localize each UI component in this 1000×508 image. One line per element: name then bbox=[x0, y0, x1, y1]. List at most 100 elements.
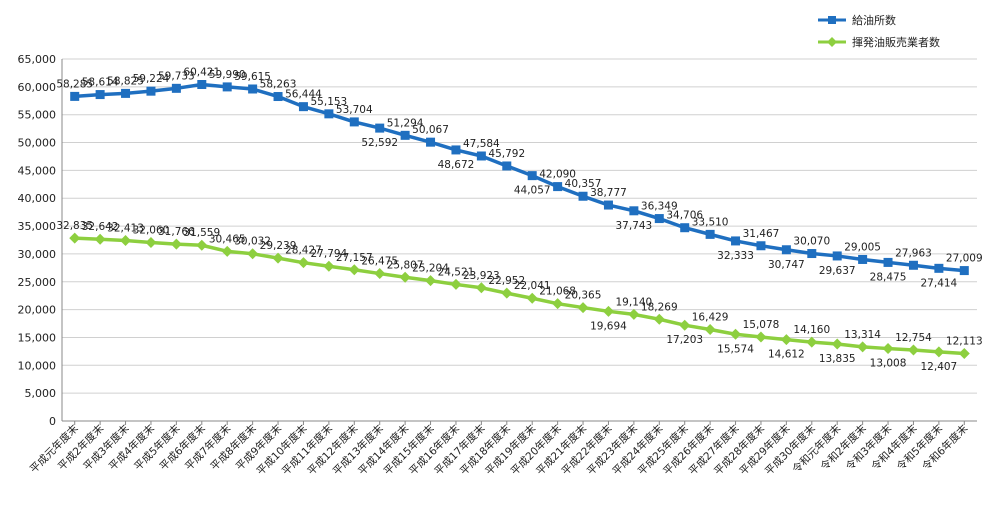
data-point bbox=[907, 344, 919, 356]
y-tick-label: 50,000 bbox=[18, 137, 57, 150]
data-label: 42,090 bbox=[539, 169, 576, 181]
data-label: 15,078 bbox=[743, 319, 780, 331]
data-point bbox=[628, 308, 640, 320]
data-label: 31,559 bbox=[183, 227, 220, 239]
data-point bbox=[653, 313, 665, 325]
data-point bbox=[146, 86, 156, 96]
data-point bbox=[527, 171, 537, 181]
y-tick-label: 55,000 bbox=[18, 109, 57, 122]
data-point bbox=[425, 275, 437, 287]
data-label: 45,792 bbox=[488, 148, 525, 160]
data-label: 58,825 bbox=[107, 75, 144, 87]
data-label: 13,835 bbox=[819, 353, 856, 365]
data-point bbox=[94, 233, 106, 245]
data-label: 25,807 bbox=[387, 259, 424, 271]
data-point bbox=[755, 331, 767, 343]
data-point bbox=[705, 229, 715, 239]
data-point bbox=[958, 348, 970, 360]
data-point bbox=[908, 260, 918, 270]
data-point bbox=[476, 151, 486, 161]
data-point bbox=[704, 324, 716, 336]
data-point bbox=[298, 102, 308, 112]
data-label: 30,747 bbox=[768, 259, 805, 271]
data-point bbox=[577, 302, 589, 314]
y-tick-label: 15,000 bbox=[18, 331, 57, 344]
data-label: 55,153 bbox=[311, 96, 348, 108]
legend-label: 給油所数 bbox=[852, 13, 896, 27]
data-label: 30,465 bbox=[209, 233, 246, 245]
data-point bbox=[831, 338, 843, 350]
data-point bbox=[451, 145, 461, 155]
data-label: 12,113 bbox=[946, 336, 983, 348]
data-point bbox=[450, 278, 462, 290]
data-point bbox=[70, 91, 80, 101]
data-point bbox=[502, 161, 512, 171]
y-tick-label: 35,000 bbox=[18, 220, 57, 233]
data-label: 38,777 bbox=[590, 187, 627, 199]
data-label: 18,269 bbox=[641, 301, 678, 313]
data-label: 19,694 bbox=[590, 320, 627, 332]
data-point bbox=[857, 341, 869, 353]
data-label: 58,614 bbox=[82, 77, 119, 89]
data-label: 30,070 bbox=[793, 236, 830, 248]
data-label: 17,203 bbox=[666, 334, 703, 346]
legend-marker bbox=[828, 16, 836, 24]
data-label: 56,444 bbox=[285, 89, 322, 101]
data-label: 12,407 bbox=[921, 361, 958, 373]
data-point bbox=[602, 305, 614, 317]
data-point bbox=[297, 257, 309, 269]
data-point bbox=[731, 236, 741, 246]
y-tick-label: 65,000 bbox=[18, 53, 57, 66]
data-label: 27,794 bbox=[311, 248, 348, 260]
data-point bbox=[121, 88, 131, 98]
data-point bbox=[374, 268, 386, 280]
data-point bbox=[654, 214, 664, 224]
data-point bbox=[324, 109, 334, 119]
data-point bbox=[475, 282, 487, 294]
data-label: 27,414 bbox=[921, 277, 958, 289]
data-label: 50,067 bbox=[412, 124, 449, 136]
legend-label: 揮発油販売業者数 bbox=[852, 35, 940, 49]
data-point bbox=[222, 82, 232, 92]
data-point bbox=[375, 123, 385, 133]
data-label: 48,672 bbox=[438, 159, 475, 171]
data-point bbox=[832, 251, 842, 261]
data-point bbox=[399, 271, 411, 283]
series-stations: 58,28558,61458,82559,22459,73360,42159,9… bbox=[56, 67, 982, 290]
data-point bbox=[526, 292, 538, 304]
data-label: 37,743 bbox=[616, 220, 653, 232]
data-label: 19,140 bbox=[616, 296, 653, 308]
data-label: 20,365 bbox=[565, 290, 602, 302]
data-point bbox=[221, 245, 233, 257]
data-label: 15,574 bbox=[717, 343, 754, 355]
data-label: 30,032 bbox=[234, 236, 271, 248]
data-label: 33,510 bbox=[692, 216, 729, 228]
data-label: 26,475 bbox=[361, 256, 398, 268]
data-label: 32,835 bbox=[56, 220, 93, 232]
data-label: 59,733 bbox=[158, 70, 195, 82]
data-label: 14,612 bbox=[768, 349, 805, 361]
data-label: 44,057 bbox=[514, 185, 551, 197]
data-label: 51,294 bbox=[387, 117, 424, 129]
data-point bbox=[858, 254, 868, 264]
data-point bbox=[272, 252, 284, 264]
data-label: 58,263 bbox=[260, 79, 297, 91]
y-tick-label: 25,000 bbox=[18, 276, 57, 289]
data-point bbox=[400, 130, 410, 140]
data-point bbox=[501, 287, 513, 299]
y-tick-label: 10,000 bbox=[18, 359, 57, 372]
data-label: 31,766 bbox=[158, 226, 195, 238]
data-label: 59,615 bbox=[234, 71, 271, 83]
data-point bbox=[781, 245, 791, 255]
data-point bbox=[578, 191, 588, 201]
data-label: 36,349 bbox=[641, 201, 678, 213]
y-tick-label: 45,000 bbox=[18, 164, 57, 177]
data-point bbox=[348, 264, 360, 276]
data-point bbox=[248, 84, 258, 94]
data-point bbox=[730, 328, 742, 340]
data-label: 25,204 bbox=[412, 263, 449, 275]
data-label: 22,952 bbox=[488, 275, 525, 287]
data-label: 58,285 bbox=[56, 78, 93, 90]
data-point bbox=[933, 346, 945, 358]
